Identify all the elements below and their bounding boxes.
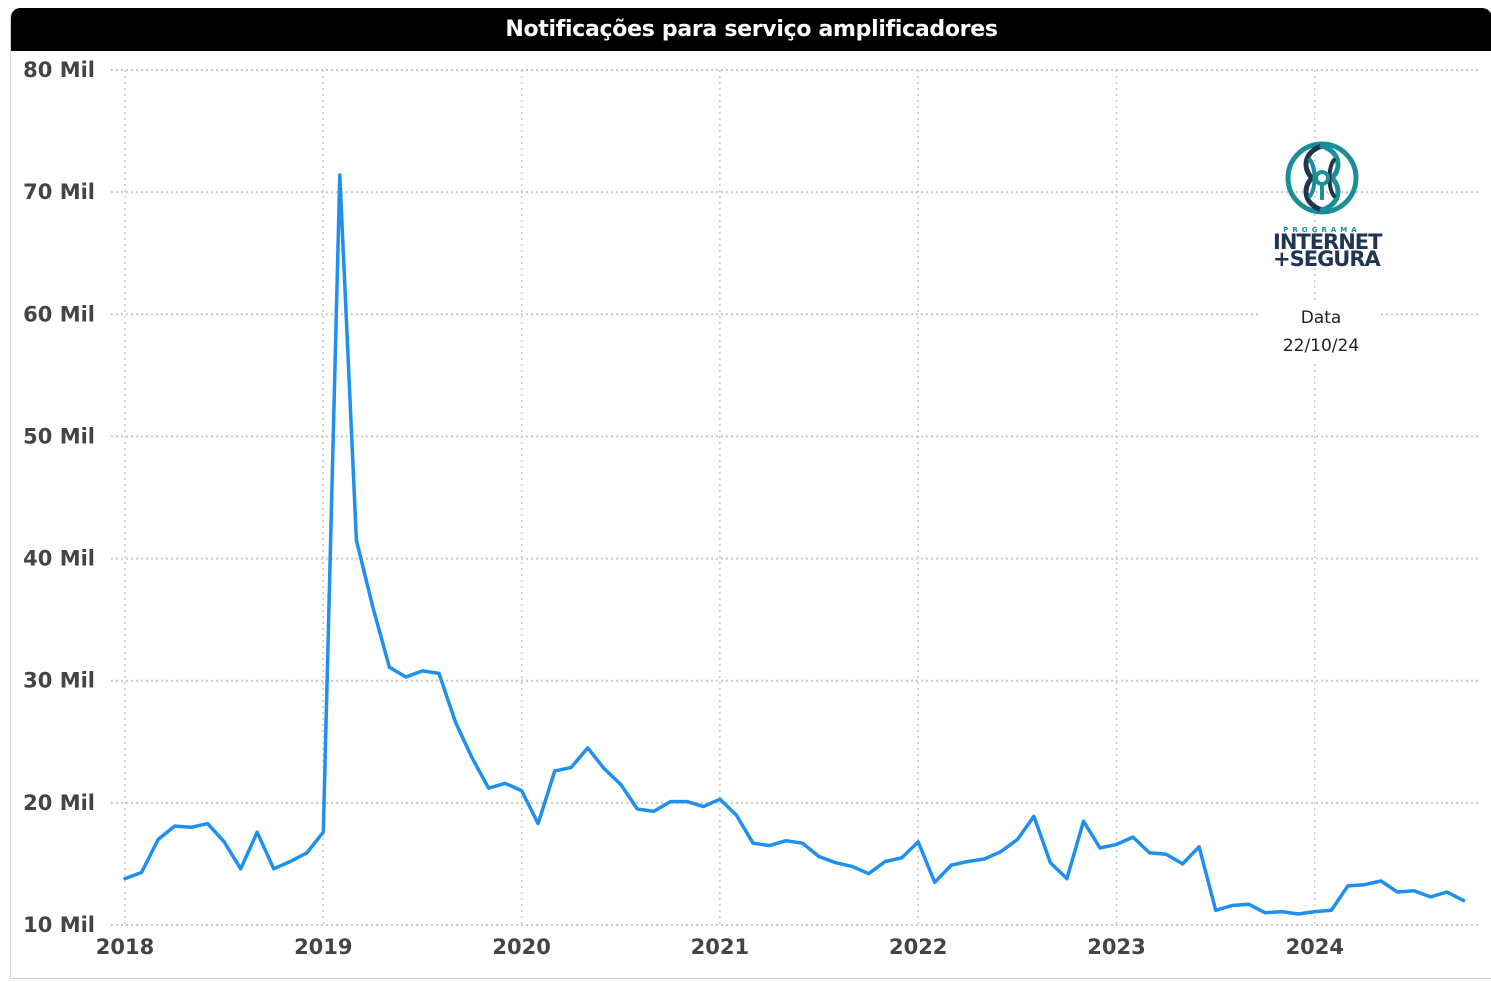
series-line [123,173,1466,916]
y-tick-label: 20 Mil [23,791,95,815]
x-tick-label: 2019 [294,935,352,959]
logo-internet-text: INTERNET [1273,230,1382,254]
date-card: Data 22/10/24 [1261,304,1381,360]
y-axis-ticks: 10 Mil 20 Mil 30 Mil 40 Mil 50 Mil 60 Mil 70 M… [23,58,95,937]
y-tick-label: 10 Mil [23,913,95,937]
x-tick-label: 2018 [96,935,154,959]
x-axis-ticks: 2018 2019 2020 2021 2022 2023 2024 [96,935,1344,959]
program-logo: PROGRAMA INTERNET +SEGURA [1273,138,1382,271]
internet-segura-circuit-logo-icon [1285,141,1359,215]
x-tick-label: 2022 [889,935,947,959]
chart-card: Notificações para serviço amplificadores… [10,8,1491,979]
date-label: Data [1300,308,1342,328]
y-tick-label: 50 Mil [23,424,95,448]
y-tick-label: 40 Mil [23,547,95,571]
series-layer [123,173,1466,916]
y-tick-label: 30 Mil [23,669,95,693]
x-tick-label: 2021 [691,935,749,959]
gridlines [111,69,1479,926]
y-tick-label: 70 Mil [23,180,95,204]
x-tick-label: 2020 [492,935,550,959]
logo-program-text: PROGRAMA [1283,226,1361,234]
chart-title: Notificações para serviço amplificadores [11,8,1491,51]
date-value: 22/10/24 [1282,336,1360,356]
x-tick-label: 2023 [1087,935,1145,959]
y-tick-label: 60 Mil [23,302,95,326]
x-tick-label: 2024 [1286,935,1344,959]
line-chart: 10 Mil 20 Mil 30 Mil 40 Mil 50 Mil 60 Mil 70 M… [23,58,1479,959]
logo-segura-text: +SEGURA [1273,247,1381,271]
y-tick-label: 80 Mil [23,58,95,82]
